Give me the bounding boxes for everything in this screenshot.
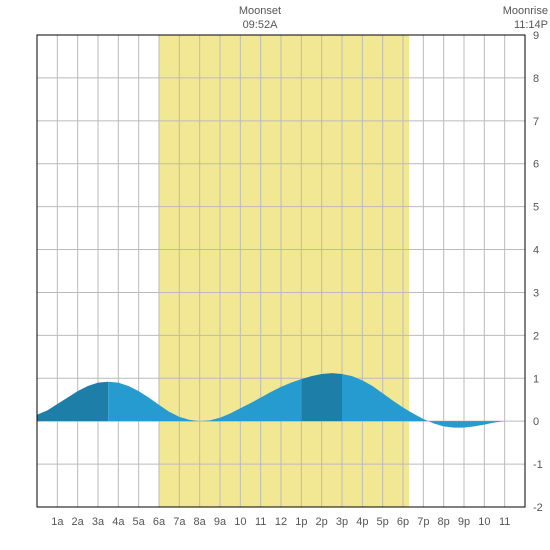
- x-tick-label: 2p: [316, 516, 328, 528]
- daylight-band: [159, 35, 409, 507]
- x-tick-label: 5a: [133, 516, 146, 528]
- x-tick-label: 11: [499, 516, 510, 528]
- moonset-label: Moonset 09:52A: [230, 4, 290, 33]
- x-tick-label: 4p: [356, 516, 368, 528]
- x-tick-label: 9a: [214, 516, 227, 528]
- y-tick-label: 3: [533, 287, 539, 299]
- x-tick-label: 12: [275, 516, 287, 528]
- y-tick-label: 2: [533, 330, 539, 342]
- x-tick-label: 10: [478, 516, 490, 528]
- tide-chart-container: Moonset 09:52A Moonrise 11:14P -2-101234…: [0, 0, 550, 550]
- x-tick-label: 6p: [397, 516, 409, 528]
- tide-dark: [37, 382, 108, 421]
- tide-chart: -2-101234567891a2a3a4a5a6a7a8a9a1011121p…: [0, 0, 550, 550]
- y-tick-label: -2: [533, 502, 543, 514]
- x-tick-label: 7a: [173, 516, 186, 528]
- x-tick-label: 7p: [417, 516, 429, 528]
- x-tick-label: 3p: [336, 516, 348, 528]
- y-tick-label: 1: [533, 373, 539, 385]
- x-tick-label: 10: [234, 516, 246, 528]
- y-tick-label: 0: [533, 416, 539, 428]
- x-tick-label: 8a: [194, 516, 207, 528]
- y-tick-label: -1: [533, 459, 543, 471]
- tide-dark: [301, 373, 342, 421]
- x-tick-label: 5p: [377, 516, 389, 528]
- x-tick-label: 11: [255, 516, 266, 528]
- moonset-title: Moonset: [239, 5, 281, 17]
- x-tick-label: 9p: [458, 516, 470, 528]
- moonrise-time: 11:14P: [514, 19, 548, 31]
- x-tick-label: 1a: [51, 516, 64, 528]
- y-tick-label: 7: [533, 116, 539, 128]
- x-tick-label: 8p: [438, 516, 450, 528]
- y-tick-label: 5: [533, 202, 539, 214]
- y-tick-label: 8: [533, 73, 539, 85]
- moonrise-label: Moonrise 11:14P: [492, 4, 548, 33]
- moonset-time: 09:52A: [243, 19, 278, 31]
- x-tick-label: 4a: [112, 516, 125, 528]
- x-tick-label: 2a: [72, 516, 85, 528]
- y-tick-label: 6: [533, 159, 539, 171]
- x-tick-label: 1p: [295, 516, 307, 528]
- moonrise-title: Moonrise: [503, 5, 548, 17]
- x-tick-label: 3a: [92, 516, 105, 528]
- y-tick-label: 4: [533, 245, 539, 257]
- x-tick-label: 6a: [153, 516, 166, 528]
